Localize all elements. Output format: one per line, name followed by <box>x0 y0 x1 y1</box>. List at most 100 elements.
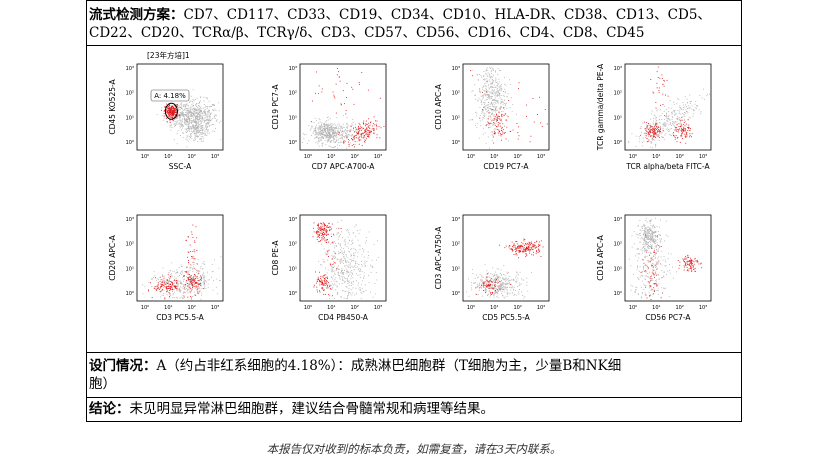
gated-event <box>483 106 485 108</box>
ungated-event <box>201 125 203 127</box>
ungated-event <box>195 127 197 129</box>
ungated-event <box>352 130 354 131</box>
ungated-event <box>349 271 351 273</box>
ungated-event <box>491 70 493 72</box>
gated-event <box>363 136 365 138</box>
gated-event <box>649 131 651 133</box>
ungated-event <box>162 295 164 296</box>
gated-event <box>487 286 489 288</box>
ungated-event <box>515 281 517 282</box>
ungated-event <box>327 141 329 143</box>
gated-event <box>197 288 199 290</box>
gated-event <box>166 279 168 281</box>
ungated-event <box>677 110 679 111</box>
ungated-event <box>327 134 329 135</box>
gated-event <box>184 284 186 285</box>
ungated-event <box>489 98 491 100</box>
gated-event <box>338 275 340 277</box>
y-axis-label: CD8 PE-A <box>271 240 280 276</box>
gated-event <box>163 113 165 114</box>
gated-event <box>358 131 360 133</box>
gated-event <box>682 131 683 133</box>
ungated-event <box>487 121 489 122</box>
ungated-event <box>696 108 697 110</box>
ungated-event <box>190 267 192 268</box>
gated-event <box>361 145 363 146</box>
ungated-event <box>653 231 655 233</box>
gated-event <box>320 232 322 234</box>
ungated-event <box>355 249 357 251</box>
ungated-event <box>501 280 502 281</box>
ungated-event <box>505 287 507 289</box>
ungated-event <box>191 115 193 117</box>
gated-event <box>189 288 191 289</box>
ungated-event <box>196 109 198 111</box>
ungated-event <box>318 137 320 139</box>
gated-event <box>362 137 364 139</box>
gated-event <box>659 132 661 134</box>
ungated-event <box>509 107 511 109</box>
gated-event <box>161 288 163 290</box>
ungated-event <box>330 130 331 132</box>
gated-event <box>529 244 531 246</box>
ungated-event <box>342 135 344 137</box>
gated-event <box>485 286 487 287</box>
ungated-event <box>376 259 377 261</box>
gated-event <box>370 122 371 124</box>
ungated-event <box>475 124 476 126</box>
gated-event <box>514 249 516 251</box>
gated-event <box>157 282 159 284</box>
ungated-event <box>339 260 341 262</box>
gated-event <box>520 251 521 253</box>
ungated-event <box>197 135 199 137</box>
ungated-event <box>492 267 494 269</box>
ungated-event <box>201 292 203 294</box>
ungated-event <box>651 110 653 112</box>
gated-event <box>512 250 514 252</box>
ungated-event <box>196 271 197 273</box>
ungated-event <box>198 130 200 131</box>
gated-event <box>193 280 195 282</box>
ungated-event <box>318 141 320 142</box>
ungated-event <box>196 129 198 131</box>
ungated-event <box>669 128 671 130</box>
ungated-event <box>494 274 496 276</box>
ungated-event <box>344 290 346 292</box>
ungated-event <box>668 118 669 120</box>
ungated-event <box>203 280 205 282</box>
ungated-event <box>204 120 206 121</box>
ungated-event <box>200 113 202 114</box>
ungated-event <box>197 125 199 127</box>
ungated-event <box>503 289 505 291</box>
gated-event <box>345 110 347 111</box>
ungated-event <box>488 276 490 278</box>
ungated-event <box>198 130 200 132</box>
ungated-event <box>180 289 182 291</box>
ungated-event <box>205 113 206 115</box>
ungated-event <box>184 119 185 121</box>
ungated-event <box>186 137 188 139</box>
ungated-event <box>677 123 679 125</box>
gated-event <box>681 134 683 136</box>
ungated-event <box>496 95 498 97</box>
ungated-event <box>492 91 494 93</box>
ungated-event <box>644 225 645 227</box>
ungated-event <box>510 286 512 288</box>
ungated-event <box>187 104 189 106</box>
ungated-event <box>190 133 192 135</box>
ungated-event <box>192 115 194 117</box>
ungated-event <box>490 85 492 87</box>
gated-event <box>647 131 649 133</box>
ungated-event <box>199 129 201 131</box>
ungated-event <box>210 106 211 108</box>
ungated-event <box>649 242 651 243</box>
ungated-event <box>495 111 496 113</box>
ungated-event <box>186 116 188 117</box>
ungated-event <box>345 290 347 292</box>
ungated-event <box>486 68 487 70</box>
ungated-event <box>661 119 663 120</box>
ungated-event <box>310 128 312 130</box>
ungated-event <box>349 129 351 131</box>
ungated-event <box>191 113 193 115</box>
ungated-event <box>191 112 192 113</box>
